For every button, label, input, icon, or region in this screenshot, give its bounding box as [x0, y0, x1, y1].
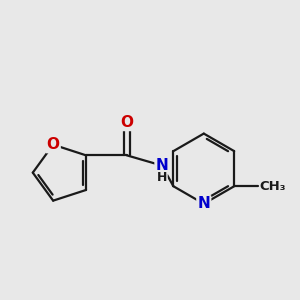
Text: O: O — [46, 137, 60, 152]
Text: N: N — [197, 196, 210, 211]
Text: H: H — [157, 171, 167, 184]
Text: O: O — [120, 115, 133, 130]
Text: CH₃: CH₃ — [260, 180, 286, 193]
Text: N: N — [156, 158, 168, 173]
